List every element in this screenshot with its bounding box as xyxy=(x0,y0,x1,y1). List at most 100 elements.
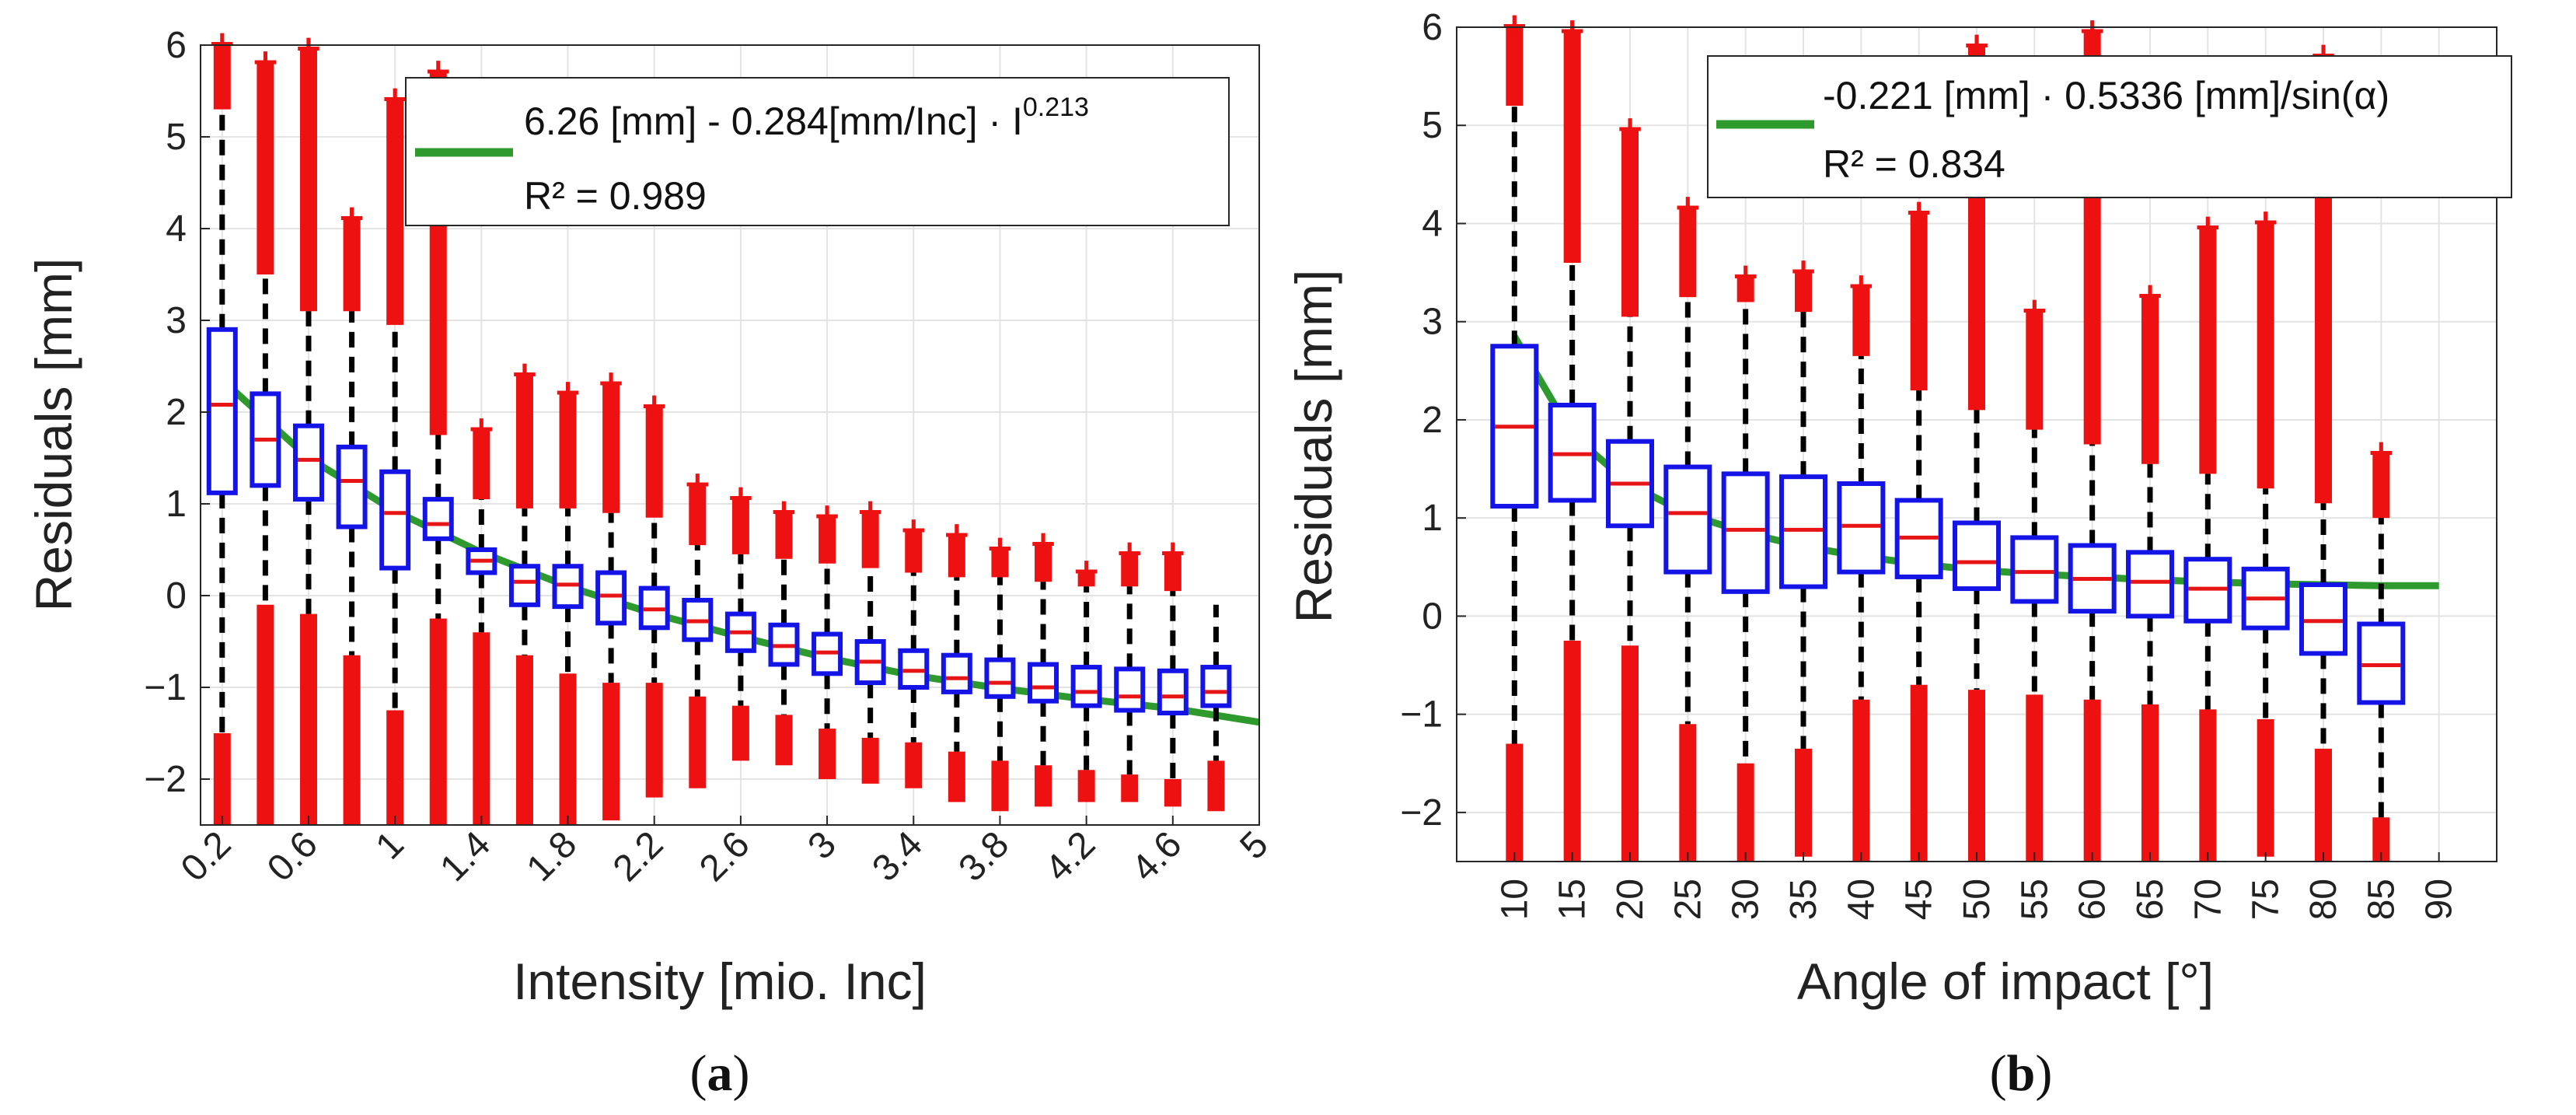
box-b-50 xyxy=(1953,520,2001,592)
legend-r2-a: R² = 0.989 xyxy=(524,174,707,218)
outlier-marker-a: + xyxy=(597,363,626,403)
y-tick-label-b: 5 xyxy=(1422,105,1443,146)
outlier-marker-a: + xyxy=(1072,551,1101,591)
x-tick-label-b: 25 xyxy=(1667,879,1709,920)
outlier-marker-a: + xyxy=(899,509,928,549)
outlier-marker-a: + xyxy=(1115,533,1144,572)
legend-r2-b: R² = 0.834 xyxy=(1823,142,2005,186)
x-tick-label-b: 65 xyxy=(2130,879,2171,920)
box-a-4.8 xyxy=(1200,665,1232,708)
legend-b: -0.221 [mm] · 0.5336 [mm]/sin(α) R² = 0.… xyxy=(1707,55,2512,198)
x-tick-label-a: 1.8 xyxy=(519,823,585,890)
outlier-marker-a: + xyxy=(251,42,280,82)
outlier-marker-b: + xyxy=(1847,266,1876,306)
y-tick-label-a: −2 xyxy=(144,759,187,800)
y-tick-label-a: 4 xyxy=(166,208,187,250)
legend-a: 6.26 [mm] - 0.284[mm/Inc] · I0.213 R² = … xyxy=(405,77,1230,226)
outlier-marker-a: + xyxy=(856,491,885,531)
x-tick-label-a: 1 xyxy=(368,823,412,867)
legend-formula-a: 6.26 [mm] - 0.284[mm/Inc] · I0.213 xyxy=(524,93,1089,143)
outlier-marker-a: + xyxy=(467,409,496,449)
x-tick-label-b: 55 xyxy=(2014,879,2055,920)
outlier-marker-b: + xyxy=(1616,109,1645,149)
legend-box-b xyxy=(1707,55,2512,198)
outlier-marker-a: + xyxy=(511,354,539,393)
box-a-3.6 xyxy=(941,652,972,694)
x-tick-label-b: 45 xyxy=(1899,879,1940,920)
y-tick-label-b: 6 xyxy=(1422,7,1443,48)
outlier-marker-b: + xyxy=(1558,10,1586,50)
subfigure-label-b: (b) xyxy=(1990,1045,2053,1102)
box-a-0.6 xyxy=(292,423,324,502)
legend-formula-b: -0.221 [mm] · 0.5336 [mm]/sin(α) xyxy=(1823,74,2389,117)
box-a-0.2 xyxy=(206,327,238,495)
y-tick-label-b: −2 xyxy=(1400,792,1443,834)
outlier-marker-a: + xyxy=(337,197,366,237)
outlier-marker-a: + xyxy=(986,528,1014,568)
x-axis-label-b: Angle of impact [°] xyxy=(1797,952,2214,1010)
x-tick-label-b: 20 xyxy=(1610,879,1651,920)
x-tick-label-b: 35 xyxy=(1783,879,1824,920)
plot-frame-b xyxy=(1456,26,2497,862)
y-tick-label-b: 4 xyxy=(1422,203,1443,244)
x-tick-label-a: 4.2 xyxy=(1038,823,1104,890)
outlier-marker-a: + xyxy=(381,79,410,118)
subfigure-letter-b: b xyxy=(2007,1045,2036,1102)
box-b-80 xyxy=(2299,582,2347,656)
outlier-marker-b: + xyxy=(2020,290,2049,330)
x-tick-label-b: 60 xyxy=(2072,879,2114,920)
outlier-marker-a: + xyxy=(295,28,323,68)
outlier-marker-a: + xyxy=(553,372,582,411)
y-tick-label-b: −1 xyxy=(1400,694,1443,736)
x-tick-label-b: 75 xyxy=(2246,879,2287,920)
outlier-marker-a: + xyxy=(1029,523,1058,563)
x-tick-label-a: 2.6 xyxy=(692,823,758,890)
outlier-marker-b: + xyxy=(2078,10,2107,50)
x-axis-label-a: Intensity [mio. Inc] xyxy=(513,952,927,1010)
subfigure-label-a: (a) xyxy=(690,1045,750,1102)
outlier-marker-b: + xyxy=(2194,207,2222,246)
x-tick-label-a: 2.2 xyxy=(606,823,672,890)
legend-exponent-a: 0.213 xyxy=(1023,93,1089,122)
outlier-marker-b: + xyxy=(1674,187,1702,227)
x-tick-label-a: 0.6 xyxy=(260,823,326,890)
box-a-4.2 xyxy=(1070,665,1102,708)
y-tick-label-b: 3 xyxy=(1422,302,1443,343)
box-a-1 xyxy=(379,469,411,571)
box-b-25 xyxy=(1663,464,1712,575)
x-tick-label-a: 4.6 xyxy=(1124,823,1190,890)
y-tick-label-a: 1 xyxy=(166,484,187,525)
x-tick-label-b: 90 xyxy=(2419,879,2460,920)
legend-box-a xyxy=(405,77,1230,226)
y-tick-label-a: 2 xyxy=(166,392,187,433)
box-b-45 xyxy=(1894,498,1943,579)
outlier-marker-a: + xyxy=(813,496,842,536)
box-a-1.6 xyxy=(508,564,540,607)
box-a-4.4 xyxy=(1114,666,1146,713)
x-tick-label-a: 3.8 xyxy=(951,823,1017,890)
box-a-1.2 xyxy=(422,497,454,541)
outlier-marker-b: + xyxy=(2367,432,2396,472)
outlier-marker-b: + xyxy=(1904,192,1933,232)
outlier-marker-b: + xyxy=(2136,275,2165,315)
y-tick-label-b: 2 xyxy=(1422,400,1443,441)
subfigure-letter-a: a xyxy=(707,1045,733,1102)
x-tick-label-b: 15 xyxy=(1552,879,1593,920)
box-b-85 xyxy=(2357,621,2406,705)
y-tick-label-a: 0 xyxy=(166,575,187,617)
x-tick-label-a: 0.2 xyxy=(173,823,239,890)
y-tick-label-a: 3 xyxy=(166,300,187,341)
outlier-marker-a: + xyxy=(208,23,236,63)
box-a-2 xyxy=(595,570,627,626)
box-b-30 xyxy=(1721,471,1770,594)
y-tick-label-b: 0 xyxy=(1422,596,1443,637)
outlier-marker-b: + xyxy=(2251,201,2280,241)
x-tick-label-b: 85 xyxy=(2361,879,2402,920)
x-tick-label-a: 3.4 xyxy=(864,823,930,890)
box-b-35 xyxy=(1779,474,1827,589)
y-axis-label-b: Residuals [mm] xyxy=(1285,270,1342,624)
outlier-marker-a: + xyxy=(640,386,668,425)
